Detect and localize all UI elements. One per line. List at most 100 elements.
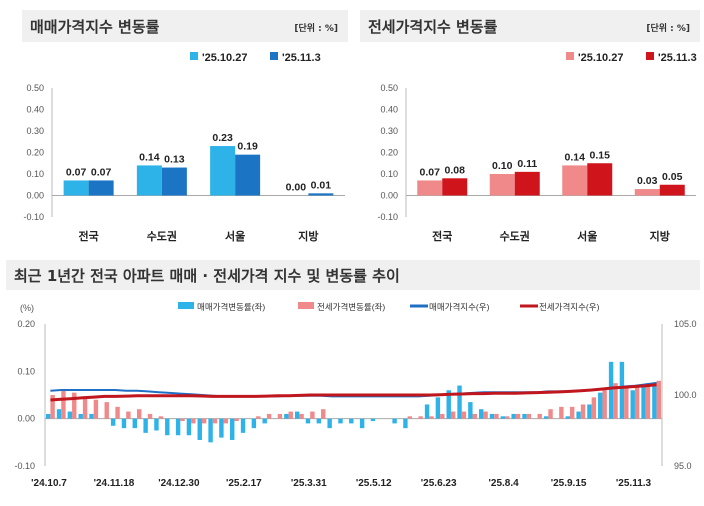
sale-change-bar	[652, 385, 657, 419]
data-label: 0.23	[212, 132, 233, 144]
bar	[587, 163, 613, 196]
sale-change-bar	[424, 404, 430, 419]
sale-change-bar	[327, 418, 332, 429]
sale-change-bar	[468, 402, 473, 419]
sale-change-bar	[370, 418, 376, 422]
sale-change-bar	[500, 416, 506, 419]
legend-swatch	[190, 52, 198, 60]
jeonse-change-bar	[569, 406, 575, 419]
trend-panel: 최근 1년간 전국 아파트 매매 · 전세가격 지수 및 변동률 추이 (%) 0…	[0, 258, 704, 506]
sale-change-bar	[543, 416, 549, 419]
right-tick-label: 100.0	[674, 390, 697, 400]
sale-change-bar	[284, 413, 289, 419]
y-tick-label: 0.20	[380, 148, 398, 158]
data-label: 0.19	[237, 141, 258, 153]
bar	[489, 174, 515, 196]
y-tick-label: 0.00	[26, 191, 44, 201]
jeonse-change-bar	[624, 385, 629, 419]
x-tick-label: '25.3.31	[291, 478, 327, 489]
legend-swatch	[298, 302, 314, 309]
sale-change-bar	[478, 409, 484, 419]
x-tick-label: '25.2.17	[226, 478, 262, 489]
jeonse-change-bar	[537, 413, 542, 419]
legend-swatch	[646, 52, 654, 60]
sale-panel-header: 매매가격지수 변동률 [단위 : %]	[22, 10, 348, 42]
jeonse-change-bar	[137, 409, 142, 419]
jeonse-change-bar	[147, 413, 153, 419]
jeonse-index-line	[50, 383, 657, 402]
category-label: 전국	[432, 229, 452, 243]
legend-label: 전세가격변동률(좌)	[317, 302, 385, 312]
data-label: 0.11	[517, 158, 537, 170]
data-label: 0.07	[66, 166, 87, 178]
jeonse-change-bar	[310, 411, 315, 419]
legend-label: 전세가격지수(우)	[539, 302, 600, 312]
jeonse-change-bar	[201, 418, 207, 424]
jeonse-change-bar	[515, 413, 521, 419]
sale-change-bar	[67, 411, 73, 419]
sale-change-bar	[457, 385, 462, 419]
jeonse-change-bar	[299, 413, 304, 419]
bar	[235, 154, 261, 196]
sale-change-bar	[630, 390, 635, 419]
x-tick-label: '25.11.3	[616, 478, 652, 489]
bar	[634, 189, 660, 196]
sale-change-bar	[587, 404, 592, 419]
jeonse-change-bar	[256, 416, 261, 419]
sale-change-bar	[230, 418, 235, 440]
sale-change-bar	[316, 418, 322, 424]
data-label: 0.07	[420, 166, 441, 178]
jeonse-change-bar	[613, 383, 618, 419]
trend-panel-header: 최근 1년간 전국 아파트 매매 · 전세가격 지수 및 변동률 추이	[6, 260, 700, 290]
sale-change-bar	[511, 413, 516, 419]
y-tick-label: 0.40	[26, 105, 44, 115]
data-label: 0.13	[164, 154, 185, 166]
sale-change-bar	[143, 418, 148, 433]
bar	[136, 165, 162, 196]
jeonse-panel-title: 전세가격지수 변동률	[368, 18, 498, 36]
sale-change-bar	[435, 397, 441, 419]
sale-change-bar	[294, 411, 300, 419]
bar	[417, 180, 443, 196]
sale-change-bar	[522, 413, 527, 419]
data-label: 0.14	[139, 151, 160, 163]
sale-change-bar	[359, 418, 365, 429]
jeonse-panel-unit: [단위 : %]	[646, 24, 690, 34]
left-tick-label: -0.10	[14, 461, 35, 471]
jeonse-change-bar	[440, 413, 445, 419]
sale-change-panel: 매매가격지수 변동률 [단위 : %] 0.50 0.40 0.30 0.20 0.10…	[0, 0, 350, 248]
legend-label: '25.11.3	[282, 52, 321, 64]
bar	[210, 146, 236, 196]
jeonse-change-bar	[591, 397, 597, 419]
jeonse-change-bar	[212, 418, 218, 424]
x-tick-label: '25.8.4	[489, 478, 520, 489]
sale-change-bar	[608, 361, 614, 419]
x-tick-label: '24.12.30	[158, 478, 200, 489]
sale-change-bar	[56, 409, 62, 419]
data-label: 0.05	[662, 171, 683, 183]
jeonse-change-bar	[126, 411, 131, 419]
data-label: 0.07	[91, 166, 112, 178]
y-tick-label: 0.10	[380, 169, 398, 179]
bar	[88, 180, 114, 196]
bar	[514, 171, 540, 196]
bar	[63, 180, 89, 196]
jeonse-panel-header: 전세가격지수 변동률 [단위 : %]	[360, 10, 700, 42]
data-label: 0.08	[445, 164, 466, 176]
bar	[308, 193, 334, 196]
jeonse-change-bar	[526, 413, 532, 419]
jeonse-change-bar	[277, 413, 283, 419]
x-tick-label: '25.6.23	[421, 478, 457, 489]
jeonse-change-bar	[288, 411, 293, 419]
legend-label: 매매가격변동률(좌)	[197, 302, 265, 312]
left-tick-label: 0.00	[17, 414, 35, 424]
sale-change-bar	[403, 418, 408, 429]
sale-change-bar	[89, 413, 94, 419]
sale-panel-title: 매매가격지수 변동률	[30, 18, 160, 36]
sale-change-bar	[186, 418, 192, 436]
x-tick-label: '24.11.18	[94, 478, 135, 489]
jeonse-change-bar	[321, 409, 326, 419]
sale-panel-unit: [단위 : %]	[294, 24, 338, 34]
legend-label: '25.10.27	[578, 52, 623, 64]
y-tick-label: 0.30	[26, 126, 44, 136]
